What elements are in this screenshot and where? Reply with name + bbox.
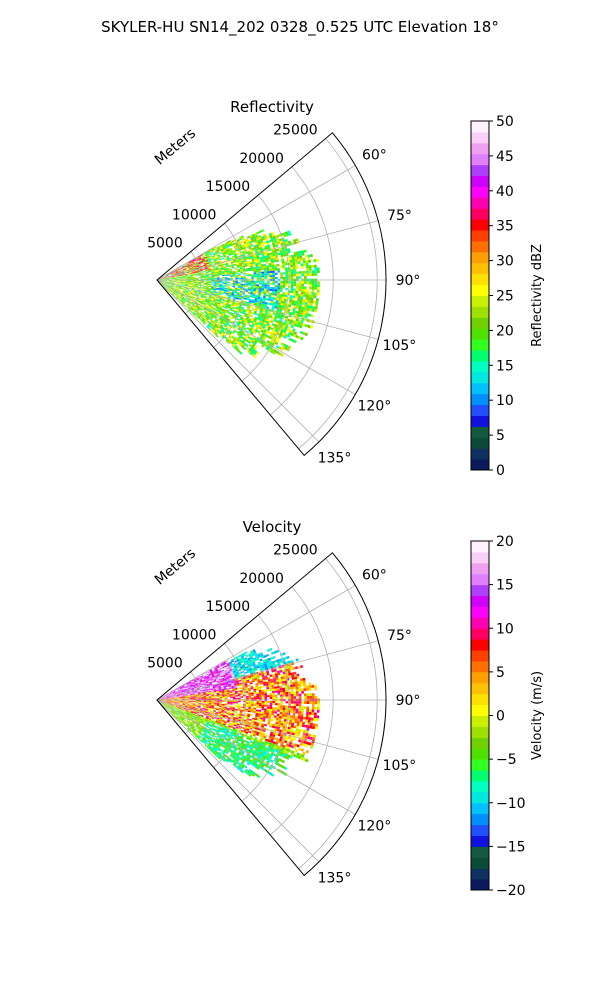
vel-theta-tick-label: 105° — [383, 758, 417, 774]
vel-r-tick-label: 5000 — [147, 656, 183, 672]
vel-colorbar-tick-label: 20 — [496, 534, 514, 550]
vel-colorbar-tick-label: 0 — [496, 709, 505, 725]
refl-colorbar-tick-label: 20 — [496, 323, 514, 339]
vel-title: Velocity — [243, 518, 302, 536]
vel-colorbar-tick-label: −5 — [496, 752, 517, 768]
vel-theta-tick-label: 90° — [396, 693, 421, 709]
vel-radial-label: Meters — [152, 545, 199, 588]
refl-theta-tick-label: 135° — [318, 450, 352, 466]
refl-theta-tick-label: 105° — [383, 338, 417, 354]
refl-colorbar: 0 5 10 15 20 25 30 35 40 45 50 Reflectivity dBZ — [470, 114, 545, 479]
vel-grid — [156, 558, 386, 869]
refl-theta-tick-label: 75° — [387, 208, 412, 224]
refl-colorbar-tick-label: 45 — [496, 149, 514, 165]
vel-colorbar-label: Velocity (m/s) — [530, 671, 545, 760]
refl-colorbar-tick-label: 5 — [496, 428, 505, 444]
vel-theta-tick-label: 60° — [362, 568, 387, 584]
refl-r-tick-label: 20000 — [239, 151, 284, 167]
vel-colorbar-tick-label: −20 — [496, 883, 526, 899]
refl-field — [158, 229, 320, 359]
refl-r-tick-label: 15000 — [206, 179, 251, 195]
refl-theta-tick-label: 120° — [358, 399, 392, 415]
vel-colorbar: −20 −15 −10 −5 0 5 10 15 20 Velocity (m/s) — [470, 534, 545, 899]
vel-colorbar-tick-label: −15 — [496, 839, 526, 855]
vel-colorbar-tick-label: 5 — [496, 665, 505, 681]
vel-r-tick-label: 25000 — [273, 542, 318, 558]
refl-radial-label: Meters — [152, 125, 199, 168]
refl-colorbar-label: Reflectivity dBZ — [530, 244, 545, 347]
vel-field — [158, 647, 320, 779]
vel-colorbar-tick-label: 15 — [496, 578, 514, 594]
refl-colorbar-tick-label: 15 — [496, 358, 514, 374]
vel-colorbar-tick-label: 10 — [496, 621, 514, 637]
refl-colorbar-tick-label: 40 — [496, 184, 514, 200]
vel-colorbar-tick-label: −10 — [496, 796, 526, 812]
refl-r-tick-label: 5000 — [147, 236, 183, 252]
refl-colorbar-tick-label: 0 — [496, 463, 505, 479]
vel-theta-tick-label: 120° — [358, 819, 392, 835]
reflectivity-panel: Reflectivity 5000 10000 15000 20000 25000 Mete… — [147, 98, 545, 479]
refl-colorbar-tick-label: 25 — [496, 289, 514, 305]
refl-colorbar-tick-label: 35 — [496, 219, 514, 235]
refl-colorbar-tick-label: 30 — [496, 254, 514, 270]
refl-colorbar-tick-label: 10 — [496, 393, 514, 409]
refl-r-tick-label: 10000 — [172, 207, 217, 223]
refl-sector-outline — [156, 132, 387, 457]
vel-theta-tick-label: 75° — [387, 628, 412, 644]
refl-theta-tick-label: 60° — [362, 148, 387, 164]
refl-title: Reflectivity — [230, 98, 314, 116]
refl-r-tick-label: 25000 — [273, 122, 318, 138]
vel-r-tick-label: 15000 — [206, 599, 251, 615]
refl-theta-tick-label: 90° — [396, 273, 421, 289]
vel-sector-outline — [156, 552, 387, 877]
vel-theta-tick-label: 135° — [318, 870, 352, 886]
vel-r-tick-label: 10000 — [172, 627, 217, 643]
refl-colorbar-tick-label: 50 — [496, 114, 514, 130]
velocity-panel: Velocity 5000 10000 15000 20000 25000 Meters 60… — [147, 518, 545, 899]
vel-r-tick-label: 20000 — [239, 571, 284, 587]
figure-suptitle: SKYLER-HU SN14_202 0328_0.525 UTC Elevat… — [101, 18, 499, 37]
refl-grid — [156, 138, 386, 449]
